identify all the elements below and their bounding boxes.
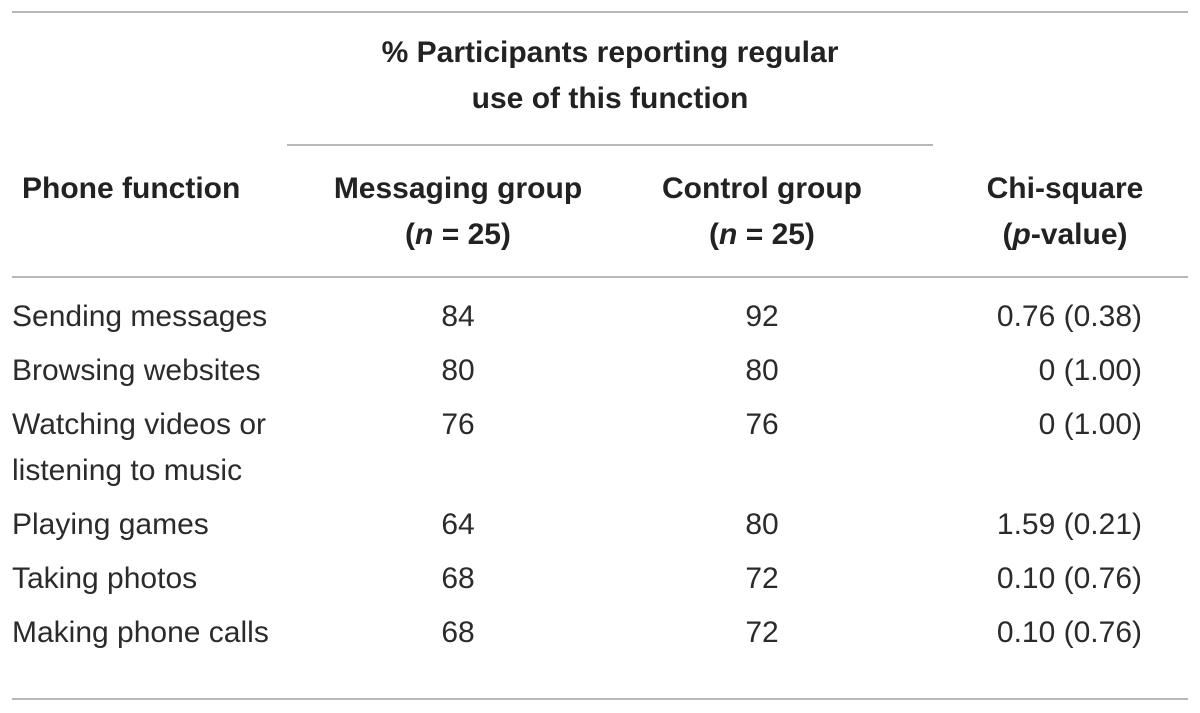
column-header-control-label: Control group <box>662 172 862 205</box>
cell-phone-function: Watching videos or listening to music <box>12 408 267 487</box>
column-header-phone-function-label: Phone function <box>22 172 241 205</box>
control-n-value: = 25) <box>737 218 815 251</box>
header-bottom-rule <box>12 276 1188 278</box>
cell-phone-function: Browsing websites <box>12 354 261 387</box>
cell-chi-square: 0 (1.00) <box>1038 408 1142 441</box>
chi-p-suffix: -value) <box>1030 218 1128 251</box>
cell-phone-function: Taking photos <box>12 562 198 595</box>
cell-chi-square: 0 (1.00) <box>1038 354 1142 387</box>
spanner-header-line-2: use of this function <box>471 82 749 115</box>
cell-phone-function: Making phone calls <box>12 616 269 649</box>
column-header-messaging-group: Messaging group (n = 25) <box>295 166 621 258</box>
cell-messaging-percent: 80 <box>441 354 475 387</box>
messaging-n-variable: n <box>415 218 434 251</box>
cell-phone-function: Sending messages <box>12 300 268 333</box>
column-header-messaging-label: Messaging group <box>333 172 583 205</box>
cell-messaging-percent: 68 <box>441 616 475 649</box>
column-header-chi-p: (p-value) <box>1002 218 1128 251</box>
table-top-rule <box>12 11 1188 13</box>
column-header-messaging-n: (n = 25) <box>405 218 511 251</box>
column-header-chi-label: Chi-square <box>986 172 1144 205</box>
spanner-header: % Participants reporting regular use of … <box>287 30 933 122</box>
messaging-n-value: = 25) <box>433 218 511 251</box>
cell-control-percent: 72 <box>745 562 779 595</box>
cell-control-percent: 92 <box>745 300 779 333</box>
column-header-chi-square: Chi-square (p-value) <box>900 166 1200 258</box>
cell-control-percent: 80 <box>745 354 779 387</box>
cell-messaging-percent: 76 <box>441 408 475 441</box>
cell-chi-square: 0.10 (0.76) <box>996 562 1142 595</box>
cell-messaging-percent: 84 <box>441 300 475 333</box>
spanner-header-line-1: % Participants reporting regular <box>381 36 839 69</box>
column-header-control-group: Control group (n = 25) <box>599 166 925 258</box>
column-header-phone-function: Phone function <box>22 166 240 212</box>
cell-chi-square: 1.59 (0.21) <box>996 508 1142 541</box>
chi-p-variable: p <box>1012 218 1031 251</box>
control-n-variable: n <box>719 218 738 251</box>
cell-control-percent: 80 <box>745 508 779 541</box>
cell-control-percent: 72 <box>745 616 779 649</box>
cell-phone-function: Playing games <box>12 508 209 541</box>
cell-control-percent: 76 <box>745 408 779 441</box>
table-bottom-rule <box>12 698 1188 700</box>
cell-messaging-percent: 64 <box>441 508 475 541</box>
cell-messaging-percent: 68 <box>441 562 475 595</box>
spanner-rule <box>287 144 933 146</box>
cell-chi-square: 0.76 (0.38) <box>996 300 1142 333</box>
column-header-control-n: (n = 25) <box>709 218 815 251</box>
cell-chi-square: 0.10 (0.76) <box>996 616 1142 649</box>
